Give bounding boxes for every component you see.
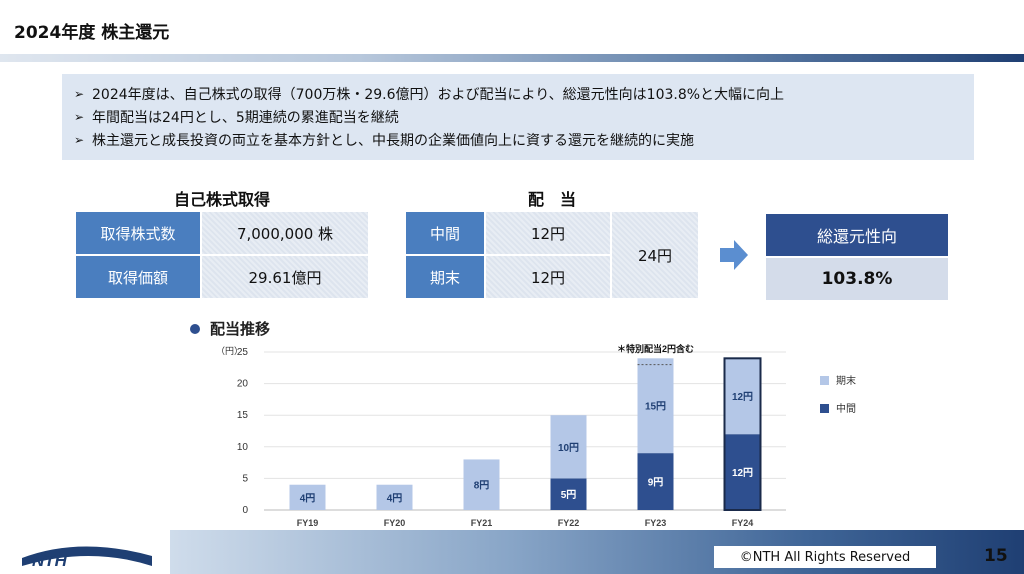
legend-label: 期末 [836, 374, 856, 387]
special-dividend-note: ＊特別配当2円含む [617, 343, 694, 354]
legend-swatch [820, 404, 829, 413]
x-tick-label: FY19 [297, 518, 319, 528]
bar-interim [724, 434, 761, 510]
company-logo: NTH [22, 546, 152, 570]
right-arrow-icon [720, 240, 748, 270]
bullet-dot-icon [190, 323, 200, 334]
buyback-amount-label: 取得価額 [76, 256, 200, 298]
copyright-notice: ©NTH All Rights Reserved [714, 546, 936, 568]
bar-final [550, 415, 587, 479]
legend-swatch [820, 376, 829, 385]
summary-bullet: ➢ 株主還元と成長投資の両立を基本方針とし、中長期の企業価値向上に資する還元を継… [74, 128, 962, 151]
y-tick-label: 0 [242, 505, 248, 516]
chart-heading: 配当推移 [190, 318, 270, 339]
buyback-title: 自己株式取得 [173, 190, 270, 209]
x-tick-label: FY21 [471, 518, 493, 528]
bar-data-label: 8円 [474, 480, 490, 492]
bullet-text: 2024年度は、自己株式の取得（700万株・29.6億円）および配当により、総還… [92, 86, 785, 103]
page-title: 2024年度 株主還元 [14, 23, 170, 43]
bar-data-label: 4円 [387, 492, 403, 504]
bullet-text: 株主還元と成長投資の両立を基本方針とし、中長期の企業価値向上に資する還元を継続的… [92, 132, 694, 149]
y-tick-label: 20 [237, 379, 249, 390]
bullet-arrow-icon: ➢ [74, 109, 85, 124]
bar-final [463, 459, 500, 510]
bar-data-label: 5円 [561, 489, 577, 501]
title-divider [0, 54, 1024, 62]
dividend-annual-total: 24円 [612, 212, 698, 298]
buyback-amount-value: 29.61億円 [202, 256, 368, 298]
bar-data-label: 12円 [732, 391, 753, 403]
summary-box: ➢ 2024年度は、自己株式の取得（700万株・29.6億円）および配当により、… [62, 74, 974, 160]
dividend-interim-value: 12円 [486, 212, 610, 254]
bar-interim [637, 453, 674, 510]
legend-label: 中間 [836, 402, 856, 415]
summary-bullet: ➢ 年間配当は24円とし、5期連続の累進配当を継続 [74, 105, 962, 128]
bar-final [289, 484, 326, 510]
dividend-interim-label: 中間 [406, 212, 484, 254]
svg-text:NTH: NTH [32, 551, 68, 570]
bar-final [637, 358, 674, 454]
dividend-final-value: 12円 [486, 256, 610, 298]
y-tick-label: 5 [242, 473, 248, 484]
chart-heading-text: 配当推移 [210, 320, 271, 338]
y-tick-label: 15 [237, 410, 249, 421]
bar-highlight-outline [723, 357, 762, 511]
bullet-arrow-icon: ➢ [74, 132, 85, 147]
y-unit-label: （円） [216, 346, 243, 356]
bar-data-label: 9円 [648, 477, 664, 489]
bar-data-label: 10円 [558, 442, 579, 454]
dividend-chart: （円） 0 5 10 15 20 25 4円 FY19 4円 FY20 8円 FY21 5円 10円 FY22… [216, 343, 856, 528]
y-tick-label: 25 [237, 347, 249, 358]
dividend-title: 配 当 [527, 190, 576, 209]
summary-bullet: ➢ 2024年度は、自己株式の取得（700万株・29.6億円）および配当により、… [74, 82, 962, 105]
bar-data-label: 12円 [732, 467, 753, 479]
x-tick-label: FY23 [645, 518, 667, 528]
x-tick-label: FY20 [384, 518, 406, 528]
payout-ratio-value: 103.8% [766, 258, 948, 300]
bar-data-label: 15円 [645, 401, 666, 413]
payout-ratio-label: 総還元性向 [766, 214, 948, 256]
bullet-arrow-icon: ➢ [74, 86, 85, 101]
bar-interim [550, 478, 587, 510]
dividend-final-label: 期末 [406, 256, 484, 298]
bar-final [376, 484, 413, 510]
page-number: 15 [984, 546, 1008, 566]
bar-final [724, 358, 761, 435]
y-tick-label: 10 [237, 442, 249, 453]
x-tick-label: FY24 [732, 518, 754, 528]
bar-data-label: 4円 [300, 492, 316, 504]
buyback-shares-label: 取得株式数 [76, 212, 200, 254]
bullet-text: 年間配当は24円とし、5期連続の累進配当を継続 [92, 109, 399, 126]
buyback-shares-value: 7,000,000 株 [202, 212, 368, 254]
x-tick-label: FY22 [558, 518, 580, 528]
